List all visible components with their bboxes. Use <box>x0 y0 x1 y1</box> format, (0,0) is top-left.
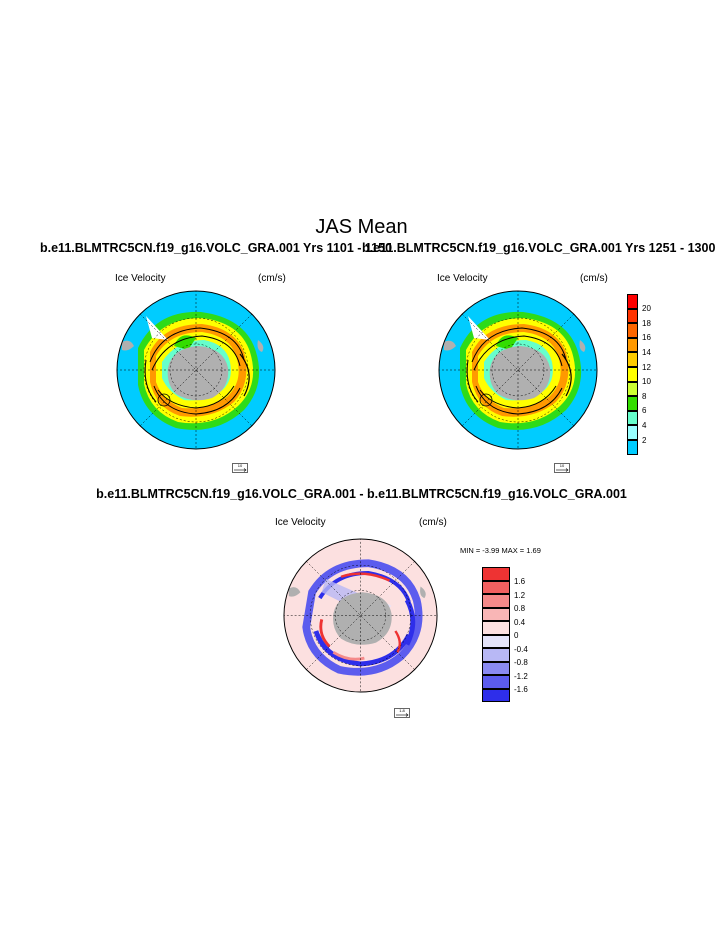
panel-2-reference-vector-label: 10 <box>559 463 565 468</box>
speed-colorbar-label: 16 <box>642 333 651 342</box>
difference-colorbar-box-5 <box>482 621 510 635</box>
speed-colorbar-label: 4 <box>642 421 647 430</box>
speed-colorbar-box-4 <box>627 337 638 353</box>
difference-colorbar-box-10 <box>482 688 510 702</box>
speed-colorbar-label: 14 <box>642 348 651 357</box>
difference-panel-variable-label: Ice Velocity <box>275 517 326 528</box>
difference-reference-vector-label: 1.8 <box>399 708 405 713</box>
panel-2-units-label: (cm/s) <box>580 273 608 284</box>
difference-reference-vector <box>394 708 410 718</box>
difference-colorbar-box-2 <box>482 580 510 594</box>
panel-1-reference-vector-label: 10 <box>237 463 243 468</box>
difference-colorbar-label: -1.6 <box>514 685 528 694</box>
difference-colorbar-label: -1.2 <box>514 672 528 681</box>
difference-minmax-text: MIN = -3.99 MAX = 1.69 <box>460 546 541 555</box>
panel-2-title: b.e11.BLMTRC5CN.f19_g16.VOLC_GRA.001 Yrs… <box>362 241 716 255</box>
speed-colorbar-box-8 <box>627 396 638 411</box>
speed-colorbar-label: 20 <box>642 304 651 313</box>
difference-colorbar-label: 0.4 <box>514 618 526 627</box>
difference-colorbar <box>482 567 510 702</box>
speed-colorbar-box-7 <box>627 381 638 397</box>
difference-colorbar-label: -0.4 <box>514 645 528 654</box>
page-title: JAS Mean <box>315 216 408 238</box>
speed-colorbar-box-2 <box>627 308 638 324</box>
difference-colorbar-box-9 <box>482 675 510 689</box>
difference-colorbar-box-8 <box>482 661 510 675</box>
difference-colorbar-box-3 <box>482 594 510 608</box>
panel-1-title: b.e11.BLMTRC5CN.f19_g16.VOLC_GRA.001 Yrs… <box>40 241 393 255</box>
speed-colorbar <box>627 294 638 455</box>
panel-2-variable-label: Ice Velocity <box>437 273 488 284</box>
difference-colorbar-label: 1.2 <box>514 591 526 600</box>
difference-colorbar-box-7 <box>482 648 510 662</box>
speed-colorbar-box-11 <box>627 439 638 455</box>
difference-panel-title: b.e11.BLMTRC5CN.f19_g16.VOLC_GRA.001 - b… <box>96 487 627 501</box>
difference-colorbar-box-4 <box>482 607 510 621</box>
difference-panel-units-label: (cm/s) <box>419 517 447 528</box>
speed-colorbar-label: 10 <box>642 377 651 386</box>
panel-1-map <box>116 290 276 450</box>
panel-2-map <box>438 290 598 450</box>
speed-colorbar-label: 12 <box>642 363 651 372</box>
panel-1-units-label: (cm/s) <box>258 273 286 284</box>
difference-map <box>283 538 438 693</box>
difference-colorbar-label: 1.6 <box>514 577 526 586</box>
difference-colorbar-label: 0.8 <box>514 604 526 613</box>
speed-colorbar-box-3 <box>627 323 638 338</box>
panel-1-variable-label: Ice Velocity <box>115 273 166 284</box>
difference-colorbar-label: 0 <box>514 631 519 640</box>
speed-colorbar-box-6 <box>627 366 638 382</box>
difference-colorbar-box-6 <box>482 634 510 648</box>
panel-2-reference-vector <box>554 463 570 473</box>
difference-colorbar-box-1 <box>482 567 510 581</box>
panel-1-reference-vector <box>232 463 248 473</box>
speed-colorbar-box-1 <box>627 294 638 309</box>
speed-colorbar-label: 6 <box>642 406 647 415</box>
speed-colorbar-label: 2 <box>642 436 647 445</box>
speed-colorbar-label: 18 <box>642 319 651 328</box>
speed-colorbar-box-5 <box>627 352 638 367</box>
speed-colorbar-box-10 <box>627 425 638 440</box>
speed-colorbar-box-9 <box>627 410 638 426</box>
speed-colorbar-label: 8 <box>642 392 647 401</box>
difference-colorbar-label: -0.8 <box>514 658 528 667</box>
